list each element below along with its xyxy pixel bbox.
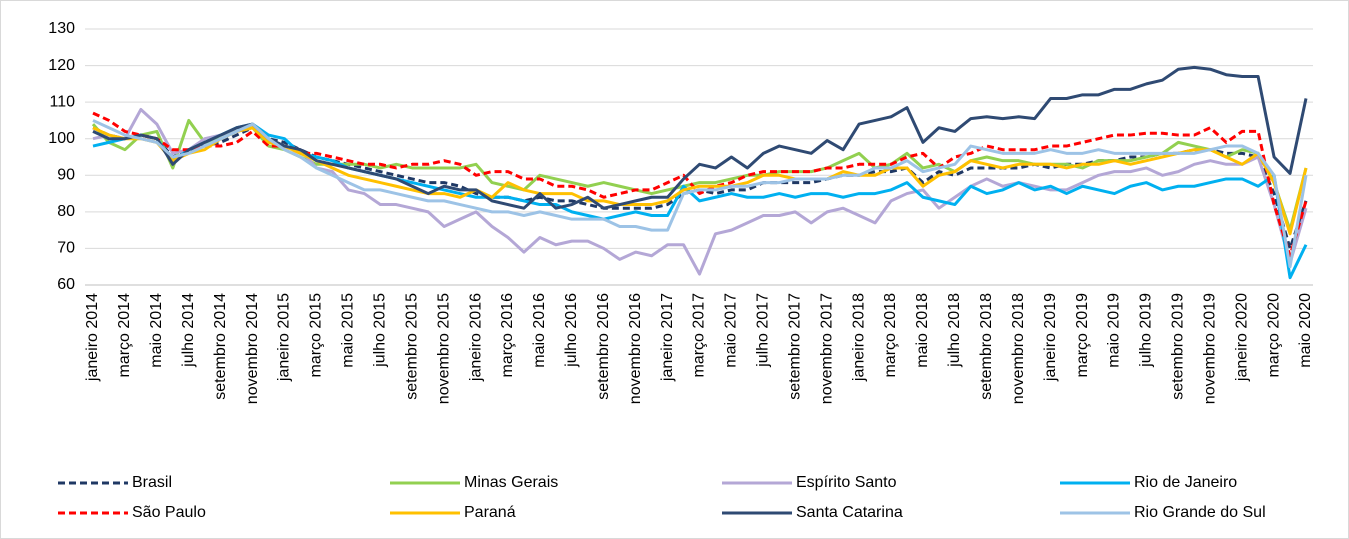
- series-line: [92, 126, 1308, 236]
- y-tick-label: 120: [48, 57, 75, 74]
- x-tick-label: novembro 2015: [435, 293, 452, 404]
- legend-label: Rio de Janeiro: [1134, 474, 1237, 491]
- series-line: [92, 65, 1308, 210]
- y-tick-label: 70: [57, 240, 75, 257]
- legend-label: Espírito Santo: [796, 474, 897, 491]
- y-tick-label: 80: [57, 203, 75, 220]
- x-tick-label: janeiro 2014: [84, 293, 101, 382]
- x-tick-label: março 2016: [499, 293, 516, 378]
- x-tick-label: julho 2015: [372, 293, 389, 368]
- x-tick-label: novembro 2016: [627, 293, 644, 404]
- x-tick-label: março 2018: [882, 293, 899, 378]
- x-tick-label: janeiro 2019: [1042, 293, 1059, 382]
- x-tick-label: maio 2015: [340, 293, 357, 368]
- series-line: [92, 119, 1308, 269]
- x-tick-label: janeiro 2018: [850, 293, 867, 382]
- x-tick-label: março 2019: [1074, 293, 1091, 378]
- y-tick-label: 100: [48, 130, 75, 147]
- x-tick-label: novembro 2017: [818, 293, 835, 404]
- x-tick-label: setembro 2016: [595, 293, 612, 400]
- x-tick-label: setembro 2019: [1170, 293, 1187, 400]
- legend-label: Brasil: [132, 474, 172, 491]
- legend-label: Minas Gerais: [464, 474, 558, 491]
- x-tick-label: novembro 2014: [244, 293, 261, 404]
- x-tick-label: maio 2014: [148, 293, 165, 368]
- y-tick-label: 110: [49, 93, 75, 110]
- x-tick-label: setembro 2018: [978, 293, 995, 400]
- x-tick-label: maio 2019: [1106, 293, 1123, 368]
- x-tick-label: março 2017: [691, 293, 708, 378]
- y-tick-label: 90: [57, 167, 75, 184]
- legend-label: Paraná: [464, 504, 516, 521]
- x-tick-label: julho 2014: [180, 293, 197, 368]
- x-tick-label: julho 2019: [1138, 293, 1155, 368]
- x-tick-label: janeiro 2020: [1233, 293, 1250, 382]
- x-tick-label: setembro 2014: [212, 293, 229, 400]
- x-tick-label: novembro 2019: [1201, 293, 1218, 404]
- legend-label: Rio Grande do Sul: [1134, 504, 1266, 521]
- legend-label: São Paulo: [132, 504, 206, 521]
- x-tick-label: março 2014: [116, 293, 133, 378]
- x-tick-label: março 2015: [308, 293, 325, 378]
- x-tick-label: maio 2018: [914, 293, 931, 368]
- x-tick-label: maio 2017: [723, 293, 740, 368]
- x-tick-label: janeiro 2016: [467, 293, 484, 382]
- x-tick-label: julho 2017: [755, 293, 772, 368]
- x-tick-label: janeiro 2017: [659, 293, 676, 382]
- x-tick-label: maio 2020: [1297, 293, 1314, 368]
- x-tick-label: julho 2018: [946, 293, 963, 368]
- y-tick-label: 60: [57, 276, 75, 293]
- x-tick-label: maio 2016: [531, 293, 548, 368]
- x-tick-label: janeiro 2015: [276, 293, 293, 382]
- x-tick-label: julho 2016: [563, 293, 580, 368]
- x-tick-label: setembro 2017: [786, 293, 803, 400]
- x-tick-label: novembro 2018: [1010, 293, 1027, 404]
- x-tick-label: setembro 2015: [403, 293, 420, 400]
- x-tick-label: março 2020: [1265, 293, 1282, 378]
- y-tick-label: 130: [48, 20, 75, 37]
- legend-label: Santa Catarina: [796, 504, 903, 521]
